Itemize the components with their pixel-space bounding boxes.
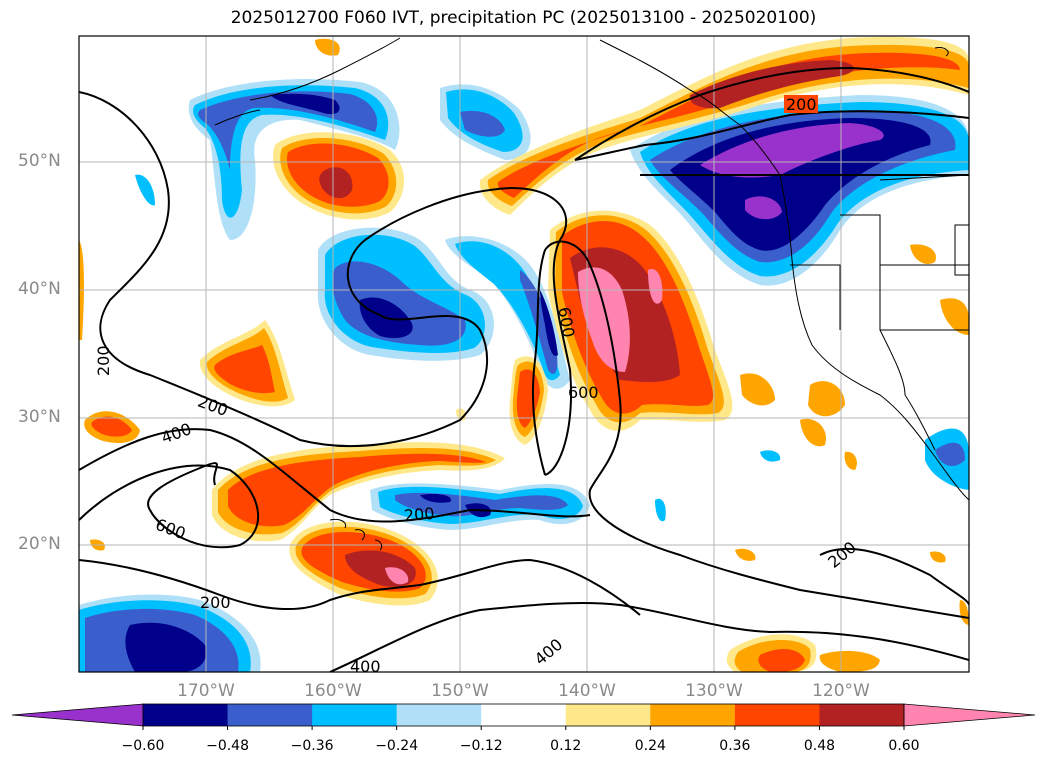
lon-label-160w: 160°W xyxy=(304,681,362,701)
colorbar-outline xyxy=(142,703,905,727)
lat-label-20n: 20°N xyxy=(18,534,61,554)
svg-text:200: 200 xyxy=(403,504,435,526)
positive-anomaly-shading xyxy=(79,36,969,672)
lon-label-120w: 120°W xyxy=(812,681,870,701)
colorbar-segment xyxy=(565,704,651,726)
colorbar-tick-label: 0.36 xyxy=(719,738,751,754)
colorbar-extension-high xyxy=(903,703,1036,727)
lat-label-30n: 30°N xyxy=(18,407,61,427)
colorbar xyxy=(11,703,1036,730)
lat-label-40n: 40°N xyxy=(18,279,61,299)
colorbar-segment xyxy=(143,704,229,726)
colorbar-segment xyxy=(396,704,482,726)
map-frame xyxy=(78,35,970,673)
lat-label-50n: 50°N xyxy=(18,151,61,171)
lon-label-170w: 170°W xyxy=(177,681,235,701)
colorbar-segment xyxy=(734,704,820,726)
colorbar-tick-label: 0.24 xyxy=(634,738,666,754)
colorbar-tick-label: −0.12 xyxy=(459,738,503,754)
lon-label-150w: 150°W xyxy=(431,681,489,701)
svg-text:200: 200 xyxy=(786,95,817,114)
colorbar-tick-label: 0.12 xyxy=(550,738,582,754)
svg-text:600: 600 xyxy=(568,383,599,402)
colorbar-extension-low xyxy=(11,703,144,727)
colorbar-tick-label: −0.60 xyxy=(121,738,165,754)
colorbar-tick-label: 0.48 xyxy=(803,738,836,754)
svg-text:200: 200 xyxy=(200,593,231,612)
map-title: 2025012700 F060 IVT, precipitation PC (2… xyxy=(230,8,817,28)
graticule xyxy=(79,36,969,672)
colorbar-segment xyxy=(819,704,905,726)
svg-text:200: 200 xyxy=(94,345,113,376)
colorbar-segment xyxy=(227,704,313,726)
colorbar-segment xyxy=(481,704,567,726)
colorbar-tick-label: −0.24 xyxy=(375,738,419,754)
colorbar-tick-label: −0.48 xyxy=(206,738,249,754)
ivt-contours xyxy=(79,66,969,672)
negative-anomaly-shading xyxy=(79,79,969,672)
lon-label-140w: 140°W xyxy=(558,681,616,701)
colorbar-segment xyxy=(312,704,398,726)
svg-text:400: 400 xyxy=(350,657,381,676)
colorbar-segment xyxy=(650,704,736,726)
colorbar-tick-label: −0.36 xyxy=(290,738,334,754)
colorbar-tick-label: 0.60 xyxy=(888,738,920,754)
lon-label-130w: 130°W xyxy=(685,681,743,701)
